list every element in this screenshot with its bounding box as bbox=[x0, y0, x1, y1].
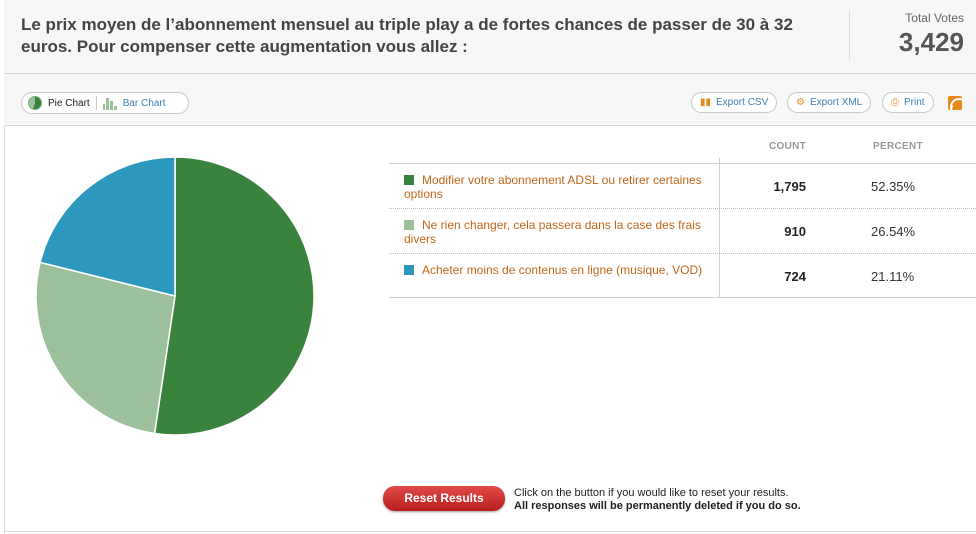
export-csv-label: Export CSV bbox=[716, 97, 769, 108]
color-swatch bbox=[404, 265, 414, 275]
row-label: Modifier votre abonnement ADSL ou retire… bbox=[404, 173, 704, 201]
count-header: COUNT bbox=[769, 141, 807, 152]
results-table: COUNT PERCENT Modifier votre abonnement … bbox=[389, 135, 976, 298]
toggle-separator bbox=[95, 96, 97, 110]
row-count: 724 bbox=[784, 269, 806, 284]
row-label-text: Ne rien changer, cela passera dans la ca… bbox=[404, 218, 701, 246]
votes-divider bbox=[849, 10, 850, 60]
row-label: Acheter moins de contenus en ligne (musi… bbox=[404, 263, 704, 277]
total-votes-label: Total Votes bbox=[905, 11, 964, 25]
reset-note-line1: Click on the button if you would like to… bbox=[514, 487, 789, 499]
pie-chart-option[interactable]: Pie Chart bbox=[22, 93, 96, 113]
table-row: Acheter moins de contenus en ligne (musi… bbox=[389, 253, 976, 298]
color-swatch bbox=[404, 220, 414, 230]
reset-note-line2: All responses will be permanently delete… bbox=[514, 500, 801, 512]
total-votes-value: 3,429 bbox=[898, 27, 964, 57]
row-label-text: Acheter moins de contenus en ligne (musi… bbox=[422, 263, 703, 277]
header: Le prix moyen de l’abonnement mensuel au… bbox=[4, 0, 976, 74]
print-button[interactable]: ⎙ Print bbox=[882, 92, 934, 113]
bar-chart-label: Bar Chart bbox=[122, 97, 166, 109]
row-percent: 26.54% bbox=[871, 224, 916, 239]
bottom-border bbox=[4, 531, 976, 532]
color-swatch bbox=[404, 175, 414, 185]
export-xml-button[interactable]: ⚙ Export XML bbox=[787, 92, 872, 113]
table-row: Modifier votre abonnement ADSL ou retire… bbox=[389, 163, 976, 208]
poll-question: Le prix moyen de l’abonnement mensuel au… bbox=[21, 15, 793, 56]
row-percent: 52.35% bbox=[871, 179, 916, 194]
row-percent: 21.11% bbox=[871, 269, 915, 284]
toolbar: Pie Chart Bar Chart ▮▮ Export CSV ⚙ Expo… bbox=[4, 74, 976, 126]
pie-slice-ne-rien-changer bbox=[35, 261, 176, 435]
table-header: COUNT PERCENT bbox=[389, 135, 976, 163]
row-count: 910 bbox=[784, 224, 806, 239]
bar-chart-icon bbox=[102, 96, 117, 110]
reset-results-button[interactable]: Reset Results bbox=[383, 486, 505, 511]
pie-slice-modifier bbox=[153, 156, 315, 436]
xml-icon: ⚙ bbox=[796, 97, 805, 108]
results-frame bbox=[4, 0, 976, 534]
printer-icon: ⎙ bbox=[891, 97, 899, 108]
pie-chart-label: Pie Chart bbox=[48, 97, 90, 109]
row-label-text: Modifier votre abonnement ADSL ou retire… bbox=[404, 173, 702, 201]
rss-icon[interactable] bbox=[948, 96, 962, 110]
pie-chart bbox=[35, 156, 315, 436]
bar-chart-option[interactable]: Bar Chart bbox=[97, 93, 172, 113]
reset-note: Click on the button if you would like to… bbox=[514, 487, 801, 513]
chart-type-toggle: Pie Chart Bar Chart bbox=[21, 92, 189, 114]
print-label: Print bbox=[904, 97, 925, 108]
table-row: Ne rien changer, cela passera dans la ca… bbox=[389, 208, 976, 253]
table-column-divider bbox=[719, 158, 720, 297]
bar-chart-icon: ▮▮ bbox=[700, 97, 712, 108]
export-csv-button[interactable]: ▮▮ Export CSV bbox=[691, 92, 778, 113]
export-xml-label: Export XML bbox=[809, 97, 863, 108]
pie-chart-icon bbox=[28, 96, 42, 110]
row-count: 1,795 bbox=[773, 179, 806, 194]
pie-slice-acheter-moins bbox=[39, 156, 176, 297]
row-label: Ne rien changer, cela passera dans la ca… bbox=[404, 218, 704, 246]
percent-header: PERCENT bbox=[873, 141, 923, 152]
